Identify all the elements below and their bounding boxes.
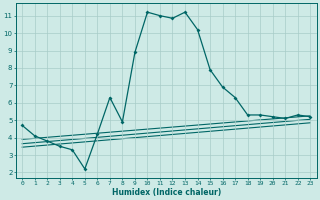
X-axis label: Humidex (Indice chaleur): Humidex (Indice chaleur): [112, 188, 221, 197]
